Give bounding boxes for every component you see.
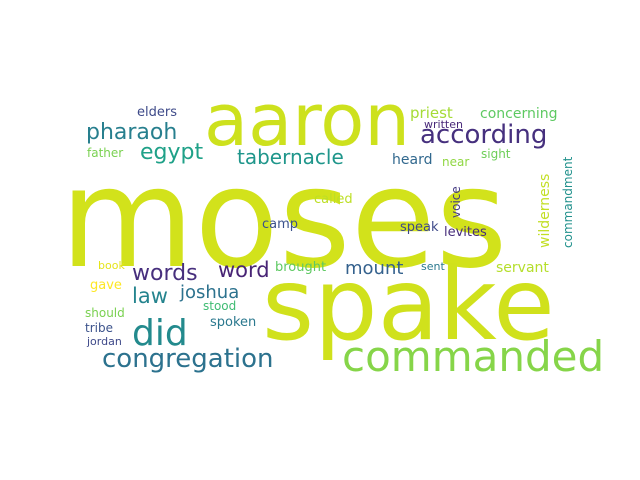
word-levites: levites: [444, 225, 487, 240]
word-called: called: [314, 192, 353, 207]
word-spake: spake: [262, 246, 555, 363]
word-camp: camp: [262, 217, 299, 232]
word-near: near: [442, 155, 470, 169]
word-elders: elders: [137, 105, 177, 120]
word-according: according: [420, 120, 548, 150]
word-mount: mount: [345, 258, 404, 279]
word-concerning: concerning: [480, 106, 558, 122]
word-voice: voice: [449, 186, 463, 218]
word-commandment: commandment: [561, 156, 575, 248]
word-servant: servant: [496, 260, 549, 276]
word-sent: sent: [421, 260, 445, 273]
word-pharaoh: pharaoh: [86, 120, 178, 145]
word-speak: speak: [400, 220, 439, 235]
word-moses: moses: [60, 138, 508, 299]
word-jordan: jordan: [87, 335, 122, 348]
word-joshua: joshua: [180, 282, 240, 303]
word-should: should: [85, 306, 125, 320]
word-priest: priest: [410, 104, 453, 122]
word-gave: gave: [90, 278, 122, 293]
word-book: book: [98, 259, 125, 272]
word-wilderness: wilderness: [537, 173, 553, 248]
word-congregation: congregation: [102, 344, 274, 374]
word-sight: sight: [481, 147, 511, 161]
word-egypt: egypt: [140, 140, 204, 165]
word-words: words: [132, 261, 198, 286]
word-did: did: [132, 313, 188, 354]
word-written: written: [424, 118, 463, 131]
word-word: word: [218, 258, 270, 282]
word-spoken: spoken: [210, 315, 257, 330]
word-commanded: commanded: [342, 332, 605, 381]
word-tabernacle: tabernacle: [237, 145, 344, 169]
word-law: law: [132, 284, 168, 308]
word-heard: heard: [392, 152, 433, 168]
word-stood: stood: [203, 299, 237, 313]
word-aaron: aaron: [204, 78, 410, 162]
word-brought: brought: [275, 260, 327, 275]
word-tribe: tribe: [85, 321, 113, 335]
word-father: father: [87, 146, 124, 160]
